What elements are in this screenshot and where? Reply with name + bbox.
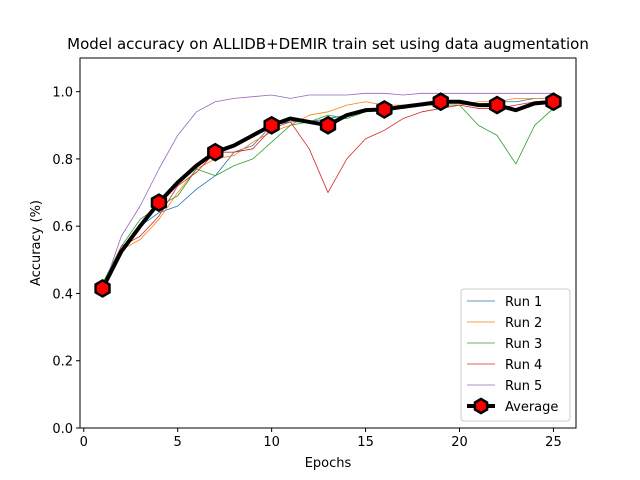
x-tick-label: 15 xyxy=(357,435,374,450)
legend-label-run-1: Run 1 xyxy=(505,295,542,310)
y-tick-label: 0.0 xyxy=(52,422,73,437)
legend-label-run-3: Run 3 xyxy=(505,337,542,352)
average-marker xyxy=(432,92,449,112)
x-axis: 0 5 10 15 20 25 xyxy=(80,428,562,450)
y-axis: 0.0 0.2 0.4 0.6 0.8 1.0 xyxy=(52,86,80,437)
y-tick-label: 0.4 xyxy=(52,287,73,302)
y-tick-label: 1.0 xyxy=(52,86,73,101)
x-tick-label: 0 xyxy=(80,435,88,450)
average-marker xyxy=(488,95,506,115)
series-line-run-2 xyxy=(102,97,554,287)
legend-marker-average xyxy=(473,397,489,415)
average-marker xyxy=(150,193,168,213)
x-tick-label: 5 xyxy=(174,435,182,450)
average-marker xyxy=(263,115,280,135)
legend-label-average: Average xyxy=(505,400,558,415)
x-tick-label: 25 xyxy=(545,435,562,450)
plot-markers xyxy=(94,92,562,298)
legend-label-run-4: Run 4 xyxy=(505,358,542,373)
average-marker xyxy=(207,142,224,162)
plot-area-frame xyxy=(79,57,577,429)
y-tick-label: 0.6 xyxy=(52,220,73,235)
x-tick-label: 10 xyxy=(263,435,280,450)
average-marker xyxy=(94,278,111,298)
average-marker xyxy=(319,115,337,135)
y-axis-title: Accuracy (%) xyxy=(29,200,44,286)
chart-title: Model accuracy on ALLIDB+DEMIR train set… xyxy=(67,35,589,53)
average-marker xyxy=(545,92,562,112)
legend-label-run-2: Run 2 xyxy=(505,316,542,331)
series-line-run-5 xyxy=(102,92,554,291)
series-line-run-3 xyxy=(102,104,554,284)
x-tick-label: 20 xyxy=(451,435,468,450)
y-tick-label: 0.2 xyxy=(52,355,73,370)
series-line-run-4 xyxy=(102,101,554,287)
y-tick-label: 0.8 xyxy=(52,153,73,168)
legend: Run 1 Run 2 Run 3 Run 4 Run 5 Average xyxy=(460,288,571,422)
legend-label-run-5: Run 5 xyxy=(505,379,542,394)
average-marker xyxy=(376,100,393,119)
x-axis-title: Epochs xyxy=(305,456,352,471)
